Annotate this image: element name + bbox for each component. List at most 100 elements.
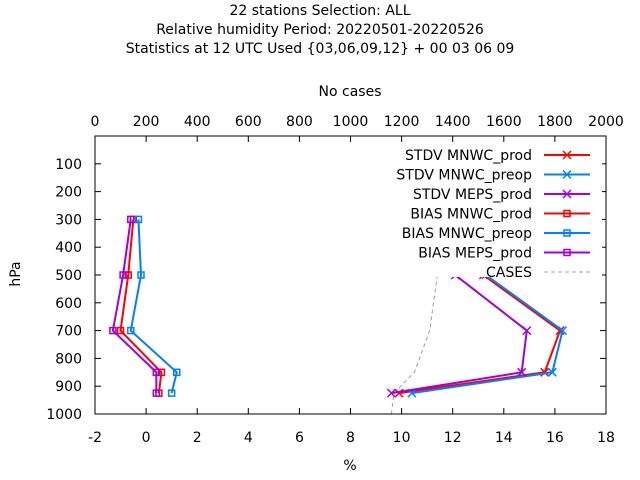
point-marker-x-stroke	[555, 326, 565, 336]
legend-entry: CASES	[486, 265, 590, 281]
data-point	[540, 367, 550, 377]
y-tick-label: 100	[55, 157, 82, 173]
data-point	[386, 388, 396, 398]
legend-entry: BIAS MNWC_preop	[402, 226, 590, 242]
legend-entry: STDV MNWC_preop	[396, 168, 590, 184]
data-point	[547, 367, 557, 377]
point-marker-square	[563, 248, 571, 257]
point-marker-square	[109, 326, 117, 335]
x-tick-label: 12	[444, 430, 462, 446]
y-tick-label: 900	[55, 379, 82, 395]
point-marker-square	[563, 209, 571, 218]
legend-entry: BIAS MNWC_prod	[410, 207, 590, 223]
point-marker-x-stroke	[407, 388, 417, 398]
point-marker-square	[137, 271, 145, 279]
y-tick-label: 200	[55, 185, 82, 201]
y-axis-label: hPa	[8, 261, 24, 286]
x2-tick-label: 800	[286, 114, 313, 130]
legend: STDV MNWC_prod STDV MNWC_preop STDV MEPS_p…	[386, 143, 602, 281]
x2-tick-label: 200	[133, 114, 160, 130]
data-point	[109, 326, 117, 335]
x-tick-label: 10	[393, 430, 411, 446]
chart-titles: 22 stations Selection: ALL Relative humi…	[8, 3, 514, 474]
data-point	[167, 389, 176, 397]
x-tick-label: 6	[295, 430, 304, 446]
data-point	[127, 326, 135, 335]
x2-tick-label: 1800	[537, 114, 573, 130]
point-marker-x-stroke	[558, 326, 568, 336]
axis-ticks: -2 0 2 4 6 8 10 12 14 16 18 0 200 400 600 800 1000 1200 14…	[46, 114, 623, 446]
legend-label: BIAS MEPS_prod	[418, 246, 532, 262]
data-point	[394, 388, 404, 398]
legend-label: BIAS MNWC_preop	[402, 226, 532, 242]
x-tick-label: 2	[193, 430, 202, 446]
point-marker-square	[173, 368, 181, 377]
point-marker-x-stroke	[394, 388, 404, 398]
data-point	[517, 367, 527, 377]
point-marker-square	[157, 368, 166, 377]
x-tick-label: 18	[597, 430, 615, 446]
title-line-1: 22 stations Selection: ALL	[229, 3, 410, 19]
y-tick-label: 300	[55, 212, 82, 228]
point-marker-x-stroke	[562, 150, 572, 160]
x2-axis-label: No cases	[319, 84, 382, 100]
x-tick-label: 0	[142, 430, 151, 446]
legend-entry: STDV MEPS_prod	[413, 187, 590, 203]
series-line	[129, 219, 178, 394]
legend-label: BIAS MNWC_prod	[410, 207, 532, 223]
point-marker-square	[127, 326, 135, 335]
data-point	[124, 271, 132, 279]
point-marker-square	[127, 215, 135, 224]
x2-tick-label: 1600	[486, 114, 522, 130]
point-marker-square	[152, 368, 161, 377]
point-marker-x-stroke	[562, 189, 572, 199]
data-point	[522, 326, 532, 336]
y-tick-label: 600	[55, 296, 82, 312]
legend-entry: STDV MNWC_prod	[405, 148, 590, 164]
point-marker-square	[134, 215, 143, 224]
data-point	[152, 368, 161, 377]
series-4	[127, 215, 181, 397]
x2-tick-label: 2000	[588, 114, 624, 130]
series-5	[109, 215, 161, 397]
y-tick-label: 1000	[46, 407, 82, 423]
point-marker-x-stroke	[386, 388, 396, 398]
point-marker-square	[167, 389, 176, 397]
point-marker-x-stroke	[517, 367, 527, 377]
point-marker-x-stroke	[562, 169, 572, 180]
y-tick-label: 400	[55, 240, 82, 256]
title-line-3: Statistics at 12 UTC Used {03,06,09,12} …	[126, 41, 515, 57]
point-marker-x-stroke	[522, 326, 532, 336]
legend-label: STDV MNWC_preop	[396, 168, 532, 184]
series-line	[119, 219, 163, 394]
data-point	[134, 215, 143, 224]
x2-tick-label: 400	[184, 114, 211, 130]
y-tick-label: 700	[55, 324, 82, 340]
x2-tick-label: 0	[91, 114, 100, 130]
x-tick-label: 8	[346, 430, 355, 446]
data-point	[173, 368, 181, 377]
x2-tick-label: 1400	[435, 114, 471, 130]
title-line-2: Relative humidity Period: 20220501-20220…	[156, 22, 484, 38]
point-marker-square	[119, 271, 127, 279]
legend-entry: BIAS MEPS_prod	[418, 246, 590, 262]
point-marker-x-stroke	[540, 367, 550, 377]
point-marker-square	[152, 389, 161, 397]
point-marker-square	[563, 229, 571, 237]
legend-label: CASES	[486, 265, 532, 281]
plot-frame	[94, 135, 607, 415]
point-marker-x-stroke	[547, 367, 557, 377]
data-point	[152, 389, 161, 397]
x-tick-label: 14	[495, 430, 513, 446]
y-tick-label: 800	[55, 351, 82, 367]
data-point	[137, 271, 145, 279]
legend-label: STDV MNWC_prod	[405, 148, 532, 164]
point-marker-square	[116, 326, 125, 335]
legend-label: STDV MEPS_prod	[413, 187, 532, 203]
data-point	[116, 326, 125, 335]
x2-tick-label: 1200	[384, 114, 420, 130]
x2-tick-label: 600	[235, 114, 262, 130]
x-tick-label: 16	[546, 430, 564, 446]
y-tick-label: 500	[55, 268, 82, 284]
